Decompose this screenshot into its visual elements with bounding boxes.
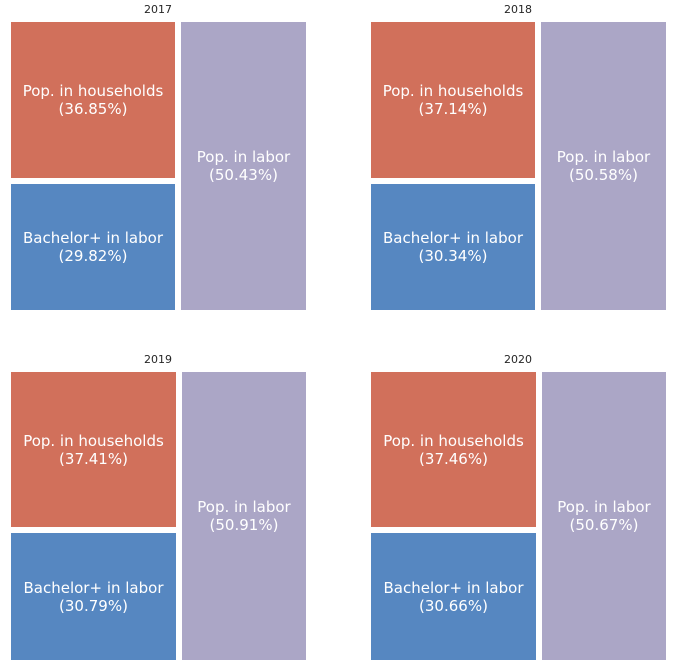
treemap-panel-2017: 2017 Pop. in households (36.85%) Bachelo… (8, 0, 308, 310)
rect-label-households: Pop. in households (37.41%) (23, 431, 164, 468)
rect-labor: Pop. in labor (50.67%) (542, 372, 666, 660)
rect-bachelor: Bachelor+ in labor (29.82%) (11, 184, 175, 310)
rect-labor: Pop. in labor (50.58%) (541, 22, 666, 310)
rect-households: Pop. in households (37.46%) (371, 372, 536, 527)
rect-label-labor: Pop. in labor (50.67%) (557, 498, 651, 534)
panel-title: 2019 (144, 353, 172, 366)
rect-label-labor: Pop. in labor (50.91%) (197, 498, 291, 534)
rect-label-bachelor: Bachelor+ in labor (30.79%) (23, 578, 164, 615)
treemap-panel-2019: 2019 Pop. in households (37.41%) Bachelo… (8, 350, 308, 660)
rect-label-labor: Pop. in labor (50.58%) (556, 148, 651, 184)
rect-label-households: Pop. in households (36.85%) (22, 82, 164, 118)
rect-label-households: Pop. in households (37.46%) (383, 431, 524, 468)
rect-labor: Pop. in labor (50.91%) (182, 372, 306, 660)
rect-label-bachelor: Bachelor+ in labor (30.34%) (383, 229, 523, 265)
panel-title: 2020 (504, 353, 532, 366)
rect-label-labor: Pop. in labor (50.43%) (196, 148, 291, 184)
rect-label-households: Pop. in households (37.14%) (382, 82, 524, 118)
treemap-panel-2018: 2018 Pop. in households (37.14%) Bachelo… (368, 0, 668, 310)
rect-labor: Pop. in labor (50.43%) (181, 22, 306, 310)
rect-bachelor: Bachelor+ in labor (30.34%) (371, 184, 535, 310)
panel-title: 2017 (144, 3, 172, 16)
rect-households: Pop. in households (37.41%) (11, 372, 176, 527)
treemap-panel-2020: 2020 Pop. in households (37.46%) Bachelo… (368, 350, 668, 660)
rect-bachelor: Bachelor+ in labor (30.79%) (11, 533, 176, 660)
panel-title: 2018 (504, 3, 532, 16)
rect-households: Pop. in households (36.85%) (11, 22, 175, 178)
rect-bachelor: Bachelor+ in labor (30.66%) (371, 533, 536, 660)
rect-households: Pop. in households (37.14%) (371, 22, 535, 178)
rect-label-bachelor: Bachelor+ in labor (29.82%) (23, 229, 163, 265)
rect-label-bachelor: Bachelor+ in labor (30.66%) (383, 578, 524, 615)
